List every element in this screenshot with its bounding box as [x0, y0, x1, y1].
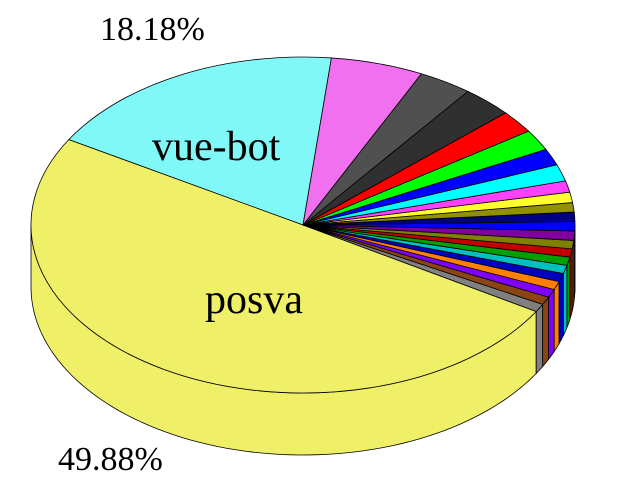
pie-side	[566, 257, 571, 328]
value-label: 49.88%	[58, 441, 163, 478]
pie-tops	[30, 56, 576, 394]
slice-label: posva	[205, 277, 303, 323]
pie-slice	[68, 56, 332, 226]
pie-side	[562, 265, 568, 336]
pie-side	[553, 280, 560, 353]
pie-side	[558, 273, 564, 346]
value-label: 18.18%	[100, 11, 205, 48]
pie-sides	[30, 224, 576, 456]
slice-label: vue-bot	[152, 124, 281, 170]
pie-side	[548, 288, 555, 361]
pie-side	[535, 303, 544, 375]
pie-slice	[302, 57, 423, 226]
pie-side	[542, 296, 550, 368]
pie-slice	[30, 139, 537, 394]
